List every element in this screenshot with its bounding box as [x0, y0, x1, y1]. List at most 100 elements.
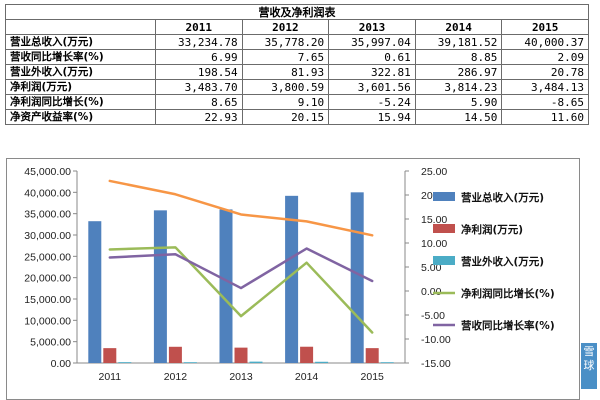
table-title-row: 营收及净利润表 [5, 4, 589, 20]
bar [118, 362, 132, 363]
table-cell: 8.85 [414, 49, 503, 65]
table-cell: 33,234.78 [155, 34, 243, 50]
table-cell: 9.10 [241, 94, 330, 110]
legend-entry: 营业总收入(万元) [461, 191, 544, 204]
bar [219, 209, 233, 363]
left-axis-tick-label: 25,000.00 [24, 251, 71, 263]
table-cell: 322.81 [328, 64, 416, 80]
table-cell: -5.24 [328, 94, 416, 110]
table-cell: 22.93 [155, 109, 243, 125]
combo-chart-frame: 0.00 5,000.00 10,000.00 15,000.00 20,000.00 2… [6, 158, 580, 400]
legend-entry: 净利润同比增长(%) [461, 287, 555, 300]
legend-entry: 营业外收入(万元) [461, 255, 544, 268]
table-cell: 20.15 [241, 109, 330, 125]
table-cell: 6.99 [155, 49, 243, 65]
series-line [108, 247, 374, 290]
right-axis-tick-label: -15.00 [421, 358, 451, 370]
table-cell: 40,000.37 [501, 34, 589, 50]
bar [183, 362, 197, 363]
left-axis-tick-label: 15,000.00 [24, 294, 71, 306]
table-row: 净资产收益率(%) 22.93 20.15 15.94 14.50 11.60 [5, 109, 589, 125]
legend-swatch [433, 192, 455, 201]
table-row: 营业总收入(万元) 33,234.78 35,778.20 35,997.04 … [5, 34, 589, 50]
year-header: 2014 [414, 19, 503, 35]
row-label: 营业总收入(万元) [5, 34, 156, 50]
x-axis-tick-label: 2014 [295, 371, 319, 383]
table-row: 净利润同比增长(%) 8.65 9.10 -5.24 5.90 -8.65 [5, 94, 589, 110]
left-axis-tick-label: 40,000.00 [24, 187, 71, 199]
bar [168, 346, 182, 363]
table-corner-cell [5, 19, 156, 35]
table-row: 营业外收入(万元) 198.54 81.93 322.81 286.97 20.… [5, 64, 589, 80]
table-title: 营收及净利润表 [5, 4, 589, 20]
table-cell: 35,778.20 [241, 34, 330, 50]
row-label: 净资产收益率(%) [5, 109, 156, 125]
row-label: 净利润同比增长(%) [5, 94, 156, 110]
bar [234, 347, 248, 363]
row-label: 营收同比增长率(%) [5, 49, 156, 65]
table-cell: 3,800.59 [241, 79, 330, 95]
year-header: 2013 [328, 19, 416, 35]
bar [153, 210, 167, 363]
table-row: 净利润(万元) 3,483.70 3,800.59 3,601.56 3,814… [5, 79, 589, 95]
bar [300, 346, 314, 363]
table-cell: 81.93 [241, 64, 330, 80]
table-cell: 3,484.13 [501, 79, 589, 95]
bar [365, 348, 379, 363]
legend-swatch [433, 224, 455, 233]
year-header: 2011 [155, 19, 243, 35]
right-axis-tick-label: 10.00 [421, 238, 447, 250]
left-axis-tick-label: 30,000.00 [24, 230, 71, 242]
bar [380, 362, 394, 363]
xueqiu-watermark-logo: 雪球 [581, 343, 597, 389]
legend-swatch [433, 256, 455, 265]
table-cell: 14.50 [414, 109, 503, 125]
table-cell: 3,814.23 [414, 79, 503, 95]
bar [249, 361, 263, 363]
table-cell: 5.90 [414, 94, 503, 110]
left-axis-tick-label: 20,000.00 [24, 273, 71, 285]
left-axis-tick-label: 35,000.00 [24, 209, 71, 221]
table-cell: 3,601.56 [328, 79, 416, 95]
table-cell: 35,997.04 [328, 34, 416, 50]
table-cell: 286.97 [414, 64, 503, 80]
row-label: 营业外收入(万元) [5, 64, 156, 80]
bar [103, 348, 117, 363]
table-cell: 15.94 [328, 109, 416, 125]
x-axis-tick-label: 2011 [99, 371, 122, 383]
table-cell: -8.65 [501, 94, 589, 110]
legend-entry: 净利润(万元) [461, 223, 523, 236]
table-cell: 0.61 [328, 49, 416, 65]
table-cell: 2.09 [501, 49, 589, 65]
table-cell: 8.65 [155, 94, 243, 110]
bar [285, 195, 299, 363]
x-axis-tick-label: 2012 [164, 371, 188, 383]
left-axis-tick-label: 10,000.00 [24, 315, 71, 327]
table-cell: 39,181.52 [414, 34, 503, 50]
table-cell: 198.54 [155, 64, 243, 80]
bar [315, 361, 329, 363]
table-cell: 3,483.70 [155, 79, 243, 95]
right-axis-tick-label: 25.00 [421, 166, 447, 178]
series-line [108, 246, 374, 334]
combo-chart: 0.00 5,000.00 10,000.00 15,000.00 20,000.00 2… [24, 166, 555, 383]
right-axis-tick-label: -5.00 [421, 310, 445, 322]
series-line [108, 179, 374, 237]
table-row: 营收同比增长率(%) 6.99 7.65 0.61 8.85 2.09 [5, 49, 589, 65]
bar [88, 221, 102, 363]
year-header: 2012 [241, 19, 330, 35]
table-cell: 20.78 [501, 64, 589, 80]
right-axis-tick-label: 15.00 [421, 214, 447, 226]
row-label: 净利润(万元) [5, 79, 156, 95]
right-axis-tick-label: -10.00 [421, 334, 451, 346]
year-header: 2015 [501, 19, 589, 35]
revenue-profit-table: 营收及净利润表 2011 2012 2013 2014 2015 营业总收入(万… [5, 4, 589, 125]
left-axis-tick-label: 45,000.00 [24, 166, 71, 178]
left-axis-tick-label: 0.00 [51, 358, 72, 370]
x-axis-tick-label: 2013 [229, 371, 253, 383]
table-cell: 7.65 [241, 49, 330, 65]
left-axis-tick-label: 5,000.00 [30, 337, 71, 349]
table-header-row: 2011 2012 2013 2014 2015 [5, 19, 589, 35]
bar [350, 192, 364, 363]
legend-entry: 营收同比增长率(%) [461, 319, 555, 332]
